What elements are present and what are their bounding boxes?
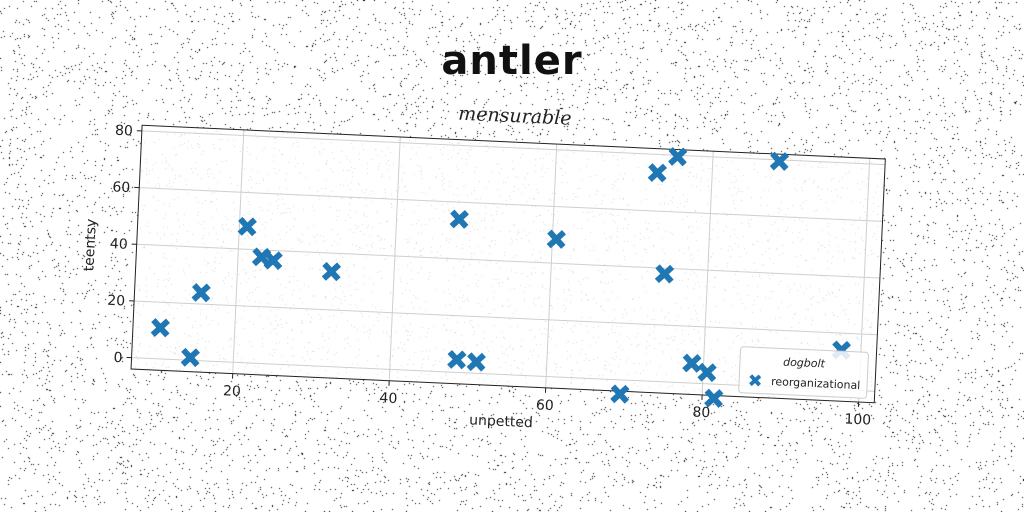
y-tick-label: 80	[115, 123, 134, 140]
plot-area	[131, 125, 886, 403]
data-point	[769, 151, 789, 171]
data-point	[191, 283, 211, 303]
data-point	[150, 318, 170, 338]
y-axis-label: teentsy	[81, 218, 99, 271]
x-tick-label: 80	[692, 405, 711, 422]
data-point	[610, 384, 630, 404]
data-point	[704, 388, 724, 408]
x-grid-line	[701, 151, 714, 395]
y-grid-line	[134, 300, 878, 336]
data-point	[647, 163, 667, 183]
data-points	[150, 147, 851, 408]
x-grid-line	[232, 129, 245, 374]
y-grid-line	[141, 130, 886, 166]
y-tick-label: 0	[113, 350, 123, 366]
legend-marker-x	[749, 374, 762, 387]
data-point	[546, 229, 566, 249]
figure-suptitle: antler	[441, 38, 583, 84]
x-tick-label: 40	[379, 390, 398, 407]
y-tick-label: 60	[112, 179, 131, 196]
chart-title: mensurable	[458, 103, 572, 130]
data-point	[237, 217, 257, 237]
y-tick-label: 20	[107, 293, 126, 310]
y-tick-label: 40	[109, 236, 128, 253]
legend: dogbolt reorganizational	[738, 346, 869, 399]
y-grid-line	[136, 243, 880, 279]
axis-ticks: 20 40 60 80 100 0 20 40 60 80	[107, 123, 872, 429]
x-tick-label: 60	[536, 397, 555, 414]
data-point	[321, 262, 341, 282]
data-point	[180, 347, 200, 368]
legend-entry-label: reorganizational	[771, 375, 861, 392]
data-point	[466, 352, 486, 372]
legend-box	[738, 346, 869, 399]
data-point	[654, 264, 675, 284]
x-grid-line	[388, 136, 401, 381]
legend-marker-x-icon	[749, 374, 762, 387]
data-point	[697, 362, 717, 382]
y-grid-line	[139, 187, 883, 222]
data-point	[668, 147, 688, 167]
data-point	[447, 350, 467, 370]
x-tick-label: 20	[223, 383, 242, 400]
legend-title: dogbolt	[783, 356, 826, 371]
x-grid-line	[545, 144, 558, 388]
data-point	[449, 209, 469, 229]
data-point	[263, 250, 283, 270]
x-tick-label: 100	[844, 411, 871, 428]
x-axis-label: unpetted	[469, 412, 533, 431]
plot-frame	[130, 124, 886, 404]
